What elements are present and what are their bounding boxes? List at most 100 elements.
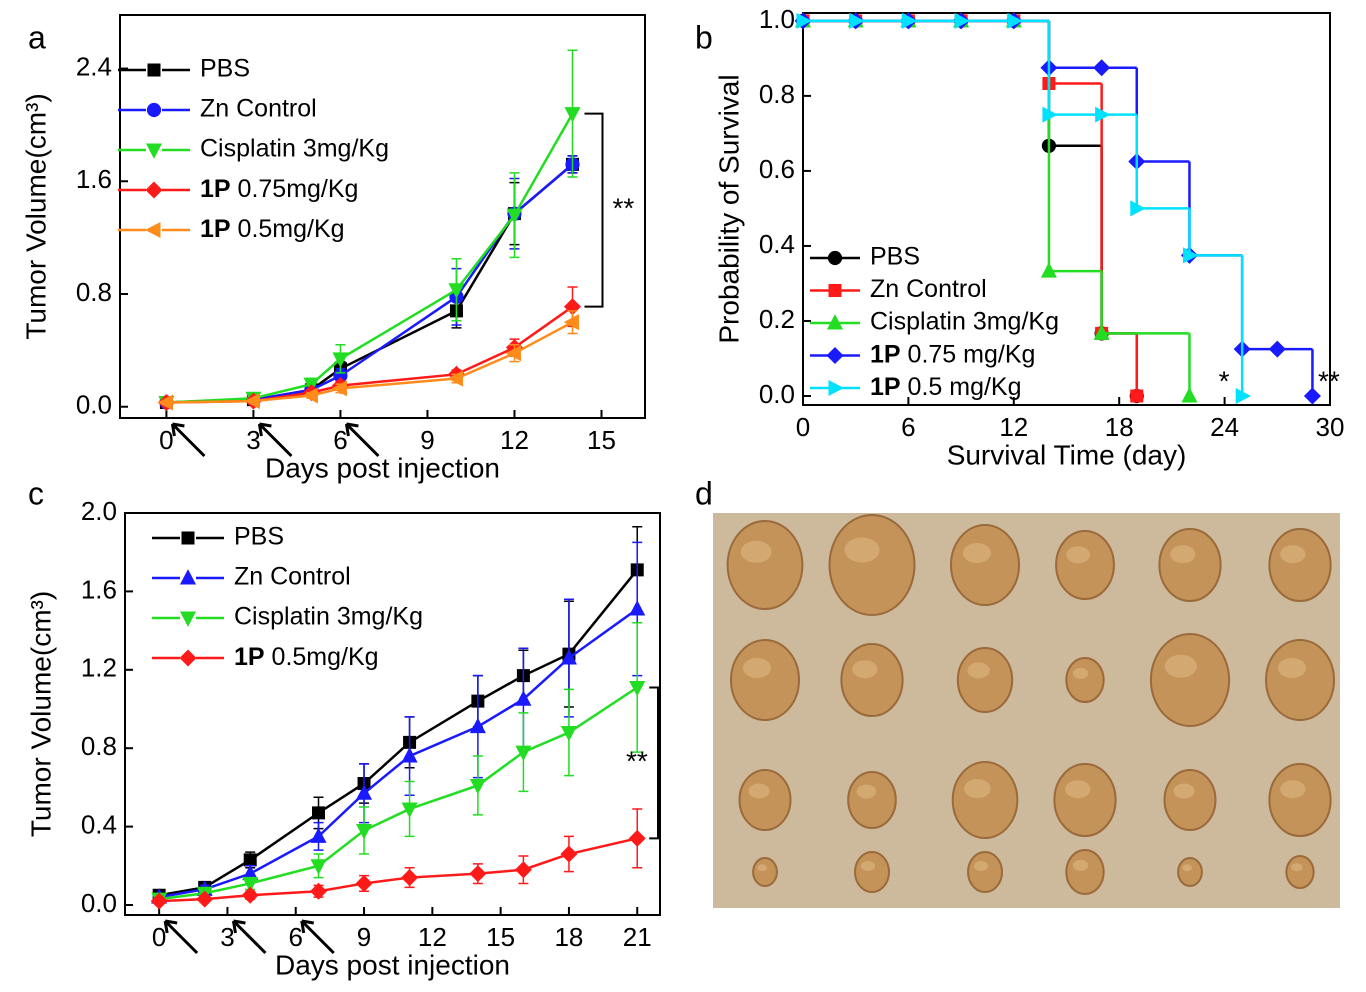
tumor-highlight [967, 662, 990, 679]
y-axis-label: Probability of Survival [713, 74, 744, 343]
marker [469, 717, 486, 734]
x-tick-label: 6 [901, 412, 915, 442]
tumor [951, 761, 1019, 839]
y-axis-label: Tumor Volume(cm³) [25, 591, 56, 837]
legend-label: Cisplatin 3mg/Kg [200, 135, 389, 163]
legend-marker [181, 531, 195, 545]
tumor [967, 851, 1003, 893]
x-tick-label: 18 [1105, 412, 1134, 442]
marker [1042, 106, 1058, 123]
tumor-highlight [964, 779, 991, 799]
legend-marker [179, 611, 197, 627]
series-line [158, 686, 638, 901]
tumor [1268, 763, 1332, 837]
panel-label: b [695, 19, 713, 55]
marker [1093, 324, 1110, 340]
y-tick-label: 0.0 [81, 888, 117, 918]
tumor [1177, 857, 1203, 887]
legend-label: PBS [234, 523, 284, 551]
x-axis-label: Days post injection [275, 949, 510, 980]
legend-label: Cisplatin 3mg/Kg [870, 308, 1059, 336]
tumor [1285, 855, 1315, 889]
marker [302, 387, 318, 404]
marker [564, 107, 581, 123]
x-tick-label: 12 [500, 425, 529, 455]
tumor [854, 851, 890, 893]
marker [244, 393, 260, 410]
tumor [730, 639, 800, 721]
tumor [1265, 639, 1335, 721]
y-tick-label: 0.8 [81, 731, 117, 761]
legend-label: Zn Control [870, 275, 987, 303]
y-tick-label: 1.6 [76, 164, 112, 194]
legend-marker [145, 181, 163, 199]
tumor-photo [713, 513, 1340, 908]
plot-frame [802, 12, 1331, 406]
y-tick-label: 2.4 [76, 51, 112, 81]
marker [1235, 387, 1252, 405]
tumor-highlight [861, 861, 875, 871]
marker [241, 886, 259, 904]
marker [901, 12, 918, 29]
marker [515, 745, 532, 762]
legend-label: 1P 0.5 mg/Kg [870, 373, 1022, 401]
marker [1130, 389, 1144, 403]
x-axis-label: Days post injection [265, 452, 500, 483]
tumor [738, 769, 792, 831]
marker [448, 283, 465, 299]
marker [331, 380, 347, 397]
tumor-highlight [1170, 545, 1196, 564]
marker [1182, 247, 1199, 264]
significance-label: * [1219, 365, 1230, 396]
significance-label: ** [612, 193, 634, 224]
tumor [1055, 530, 1115, 600]
marker [1007, 12, 1023, 29]
x-tick-label: 3 [246, 425, 260, 455]
x-tick-label: 15 [486, 922, 515, 952]
marker [157, 394, 173, 411]
plot-frame [119, 14, 646, 419]
legend-marker [146, 102, 162, 118]
legend-label: 1P 0.5mg/Kg [234, 643, 379, 671]
marker [954, 12, 970, 29]
x-tick-label: 6 [289, 922, 303, 952]
marker [469, 865, 487, 883]
injection-arrow [257, 422, 293, 458]
marker [332, 352, 349, 368]
marker [356, 784, 373, 800]
y-tick-label: 0.8 [76, 277, 112, 307]
tumor [1065, 657, 1105, 703]
tumor-highlight [1072, 667, 1089, 679]
x-axis-label: Survival Time (day) [947, 439, 1187, 470]
y-tick-label: 1.6 [81, 574, 117, 604]
y-tick-label: 0.8 [759, 79, 795, 109]
x-tick-label: 6 [333, 425, 347, 455]
legend-marker [179, 649, 197, 667]
tumor [1158, 528, 1222, 602]
marker [560, 726, 577, 742]
marker [1130, 200, 1146, 217]
tumor [1149, 633, 1231, 727]
x-tick-label: 24 [1210, 412, 1239, 442]
legend-label: Zn Control [234, 563, 351, 591]
y-axis-label: Tumor Volume(cm³) [20, 93, 51, 339]
marker [242, 876, 259, 893]
tumor-highlight [757, 864, 768, 872]
tumor [1053, 763, 1117, 837]
significance-label: ** [1318, 365, 1340, 396]
x-tick-label: 30 [1316, 412, 1345, 442]
marker [563, 314, 579, 331]
y-tick-label: 2.0 [81, 496, 117, 526]
marker [243, 853, 257, 867]
tumor-highlight [974, 861, 988, 871]
tumor-highlight [856, 784, 877, 799]
marker [401, 802, 418, 818]
injection-arrow [300, 919, 335, 955]
injection-arrow [231, 919, 267, 955]
plot-frame [124, 512, 661, 916]
legend-label: 1P 0.75 mg/Kg [870, 340, 1035, 368]
marker [150, 892, 168, 910]
series-line [158, 569, 639, 897]
marker [401, 747, 418, 763]
